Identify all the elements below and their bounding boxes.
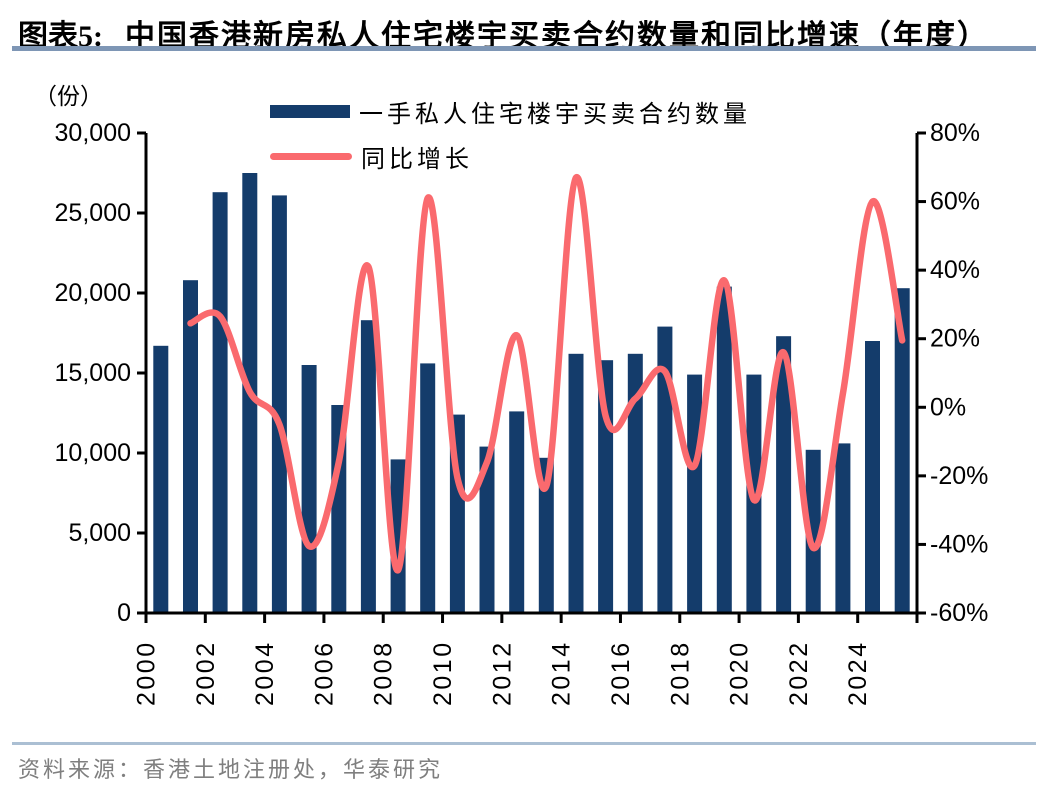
x-axis-tick-label: 2020 [726,640,754,706]
bar [183,280,198,613]
bar [538,457,554,613]
bar [301,365,317,613]
right-axis-tick-label: 40% [930,256,980,284]
bar [360,320,376,613]
left-axis-tick-label: 15,000 [55,359,131,387]
right-axis-tick-label: 80% [930,119,980,147]
x-axis-tick-label: 2018 [666,640,694,706]
bar [212,192,228,613]
legend-bar-swatch-icon [270,104,350,118]
axis-frame [144,133,919,615]
legend-bar-label: 一手私人住宅楼宇买卖合约数量 [359,101,751,128]
left-axis-tick-label: 10,000 [55,439,131,467]
bar [687,374,703,613]
x-axis-tick-label: 2014 [548,640,576,706]
left-axis-tick-label: 0 [117,599,131,627]
chart-plot: 0 5,000 10,000 15,000 20,000 25,000 30,000 -60%… [55,119,989,706]
left-axis-unit-label: （份） [34,84,103,109]
bar [805,449,821,613]
left-axis-tick-label: 30,000 [55,119,131,147]
x-axis-tick-label: 2012 [488,640,516,706]
legend: 一手私人住宅楼宇买卖合约数量 同比增长 [270,96,751,173]
bar [271,195,287,613]
right-axis-tick-label: 20% [930,325,980,353]
x-axis-tick-label: 2008 [370,640,398,706]
left-axis-tick-label: 5,000 [68,519,131,547]
x-axis-tick-label: 2024 [844,640,872,706]
bar [627,353,643,613]
x-axis-tick-label: 2006 [310,640,338,706]
bar [716,286,732,613]
bar [420,363,436,613]
footer-divider [12,742,1036,745]
bar [390,459,406,613]
title-underline [12,46,1036,51]
legend-item-line: 同比增长 [270,141,751,173]
x-axis-tick-label: 2002 [192,640,220,706]
bar [568,353,584,613]
source-note: 资料来源：香港土地注册处，华泰研究 [18,757,444,782]
bar [657,326,673,613]
legend-line-swatch-icon [270,152,352,160]
left-axis-tick-label: 20,000 [55,279,131,307]
right-axis-tick-label: -60% [930,599,988,627]
x-axis-tick-label: 2016 [607,640,635,706]
x-axis-tick-label: 2022 [785,640,813,706]
x-axis-tick-label: 2004 [251,640,279,706]
bar [865,341,880,613]
right-axis-tick-label: -40% [930,530,988,558]
right-axis-tick-label: 60% [930,188,980,216]
x-axis-tick-label: 2000 [133,640,161,706]
left-axis-tick-label: 25,000 [55,199,131,227]
bar [894,288,910,613]
right-axis-tick-label: 0% [930,393,966,421]
bar [835,443,851,613]
x-axis-tick-label: 2010 [429,640,457,706]
growth-line [187,174,906,574]
bar [153,345,169,613]
bar [776,336,792,613]
legend-line-label: 同比增长 [361,146,473,173]
legend-item-bars: 一手私人住宅楼宇买卖合约数量 [270,96,751,128]
right-axis-tick-label: -20% [930,462,988,490]
bar [479,446,495,613]
bar [509,411,525,613]
